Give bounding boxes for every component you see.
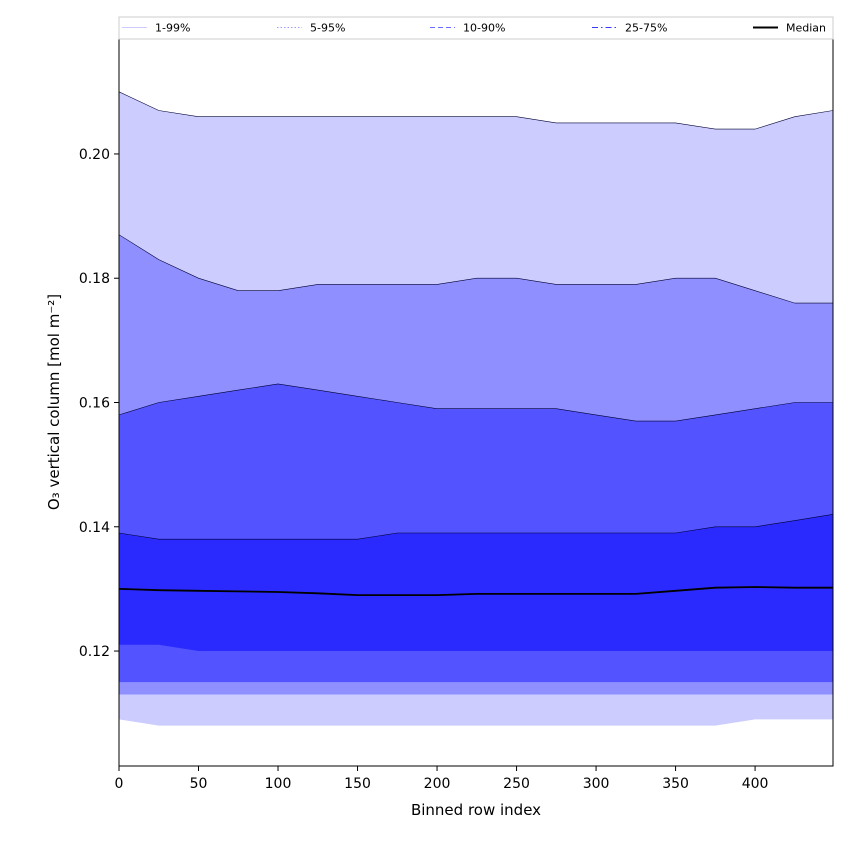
x-tick-label: 300 xyxy=(583,776,610,792)
x-tick-label: 400 xyxy=(742,776,769,792)
x-tick-label: 350 xyxy=(662,776,689,792)
y-tick-label: 0.14 xyxy=(79,520,110,536)
legend: 1-99% 5-95% 10-90% 25-75% Median xyxy=(118,16,834,40)
x-tick-label: 0 xyxy=(115,776,124,792)
legend-label-1-99: 1-99% xyxy=(155,22,190,35)
legend-label-median: Median xyxy=(786,22,826,35)
legend-label-5-95: 5-95% xyxy=(310,22,345,35)
median-line xyxy=(119,586,833,596)
median-layer xyxy=(119,586,833,596)
legend-label-10-90: 10-90% xyxy=(463,22,505,35)
x-tick-label: 50 xyxy=(190,776,208,792)
y-tick-label: 0.20 xyxy=(79,147,110,163)
band-upper-edge-10-90 xyxy=(119,383,833,422)
legend-box xyxy=(118,16,834,40)
x-axis-ticks: 0 50 100 150 200 250 300 350 400 xyxy=(115,766,769,792)
y-axis-label: O₃ vertical column [mol m⁻²] xyxy=(45,294,63,510)
band-upper-edge-25-75 xyxy=(119,514,833,540)
y-tick-label: 0.12 xyxy=(79,644,110,660)
band-upper-edge-5-95 xyxy=(119,234,833,304)
x-tick-label: 250 xyxy=(503,776,530,792)
band-25-75 xyxy=(119,514,833,651)
y-axis-ticks: 0.12 0.14 0.16 0.18 0.20 xyxy=(79,147,119,660)
y-tick-label: 0.16 xyxy=(79,396,110,412)
percentile-bands xyxy=(119,91,833,726)
legend-label-25-75: 25-75% xyxy=(625,22,667,35)
x-tick-label: 200 xyxy=(424,776,451,792)
y-tick-label: 0.18 xyxy=(79,271,110,287)
band-upper-edge-1-99 xyxy=(119,91,833,130)
x-axis-label: Binned row index xyxy=(411,801,541,819)
x-tick-label: 150 xyxy=(344,776,371,792)
x-tick-label: 100 xyxy=(265,776,292,792)
